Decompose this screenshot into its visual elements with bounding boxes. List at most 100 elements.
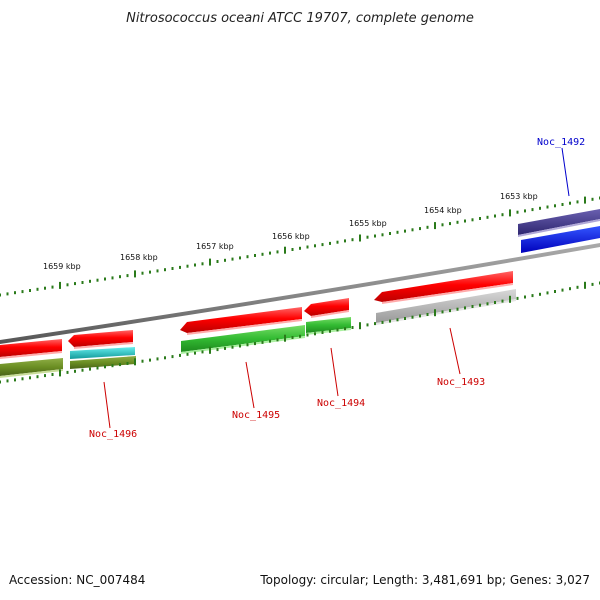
feature-blue-noc1492[interactable] — [521, 226, 600, 253]
scale-dot — [141, 271, 144, 275]
scale-dot — [441, 310, 444, 314]
scale-dot — [381, 233, 384, 237]
scale-dot — [561, 288, 564, 292]
scale-dot — [396, 230, 399, 234]
scale-dot — [126, 274, 129, 278]
scale-dot — [119, 275, 121, 279]
scale-dot — [299, 334, 301, 338]
scale-dot — [546, 291, 549, 295]
scale-label-1655: 1655 kbp — [349, 219, 387, 228]
scale-dot — [89, 367, 91, 371]
scale-dot — [44, 374, 46, 378]
feature-olive-left-edge[interactable] — [0, 358, 63, 378]
label-leaders — [103, 147, 570, 429]
cds-noc1496[interactable] — [68, 330, 133, 349]
scale-tick — [59, 369, 61, 377]
scale-tick — [59, 281, 61, 289]
scale-dot — [231, 257, 234, 261]
scale-dot — [96, 278, 99, 282]
scale-dot — [419, 227, 421, 231]
scale-tick — [584, 196, 586, 204]
scale-dot — [314, 244, 316, 248]
scale-dot — [351, 238, 354, 242]
scale-dot — [479, 303, 481, 307]
scale-dot — [126, 362, 129, 365]
scale-tick — [134, 270, 136, 278]
scale-tick — [284, 246, 286, 254]
scale-dot — [44, 286, 46, 290]
scale-dot — [494, 301, 496, 304]
cds-left-edge[interactable] — [0, 339, 62, 359]
scale-dot — [456, 220, 459, 224]
gene-label-noc1494: Noc_1494 — [317, 398, 365, 409]
scale-dot — [396, 318, 399, 322]
scale-dot — [66, 283, 69, 287]
scale-label-1658: 1658 kbp — [120, 253, 158, 262]
cds-noc1494[interactable] — [304, 298, 349, 318]
scale-dot — [0, 380, 1, 384]
scale-dot — [6, 292, 9, 296]
scale-dot — [486, 215, 489, 219]
scale-dot — [366, 235, 369, 239]
scale-dot — [336, 328, 339, 332]
scale-dot — [404, 229, 406, 233]
feature-navy-noc1492[interactable] — [518, 209, 600, 237]
leader-noc1494 — [330, 347, 339, 397]
scale-dot — [119, 363, 121, 367]
scale-dot — [464, 306, 466, 310]
feature-green-noc1494[interactable] — [306, 317, 351, 335]
feature-olive-noc1496[interactable] — [70, 356, 136, 369]
scale-tick — [134, 358, 136, 366]
scale-dot — [21, 290, 24, 294]
gene-label-noc1492: Noc_1492 — [537, 137, 585, 148]
scale-dot — [66, 370, 69, 374]
scale-dot — [186, 264, 189, 268]
feature-green-noc1495[interactable] — [181, 325, 305, 354]
scale-dot — [516, 296, 519, 300]
scale-dot — [591, 197, 594, 201]
scale-dot — [6, 379, 9, 383]
scale-dot — [239, 344, 241, 348]
cds-noc1495[interactable] — [180, 307, 302, 335]
cds-noc1493[interactable] — [374, 271, 513, 304]
feature-cyan-noc1496[interactable] — [70, 347, 135, 359]
scale-dot — [389, 232, 391, 235]
gene-label-noc1493: Noc_1493 — [437, 377, 485, 388]
scale-dot — [449, 309, 451, 313]
scale-dot — [231, 345, 234, 349]
scale-dot — [576, 285, 579, 289]
scale-dot — [389, 319, 391, 323]
scale-dot — [156, 269, 159, 273]
scale-dot — [404, 317, 406, 320]
scale-dot — [216, 348, 219, 352]
scale-dot — [381, 320, 384, 324]
scale-dot — [261, 252, 264, 256]
scale-dot — [501, 299, 504, 303]
scale-dot — [81, 281, 84, 284]
scale-dot — [269, 339, 271, 343]
scale-dot — [576, 200, 579, 204]
scale-dot — [539, 292, 541, 296]
scale-tick — [434, 309, 436, 317]
scale-dot — [329, 241, 331, 245]
scale-dot — [179, 353, 181, 357]
scale-dot — [216, 260, 219, 263]
scale-dot — [366, 323, 369, 327]
scale-dot — [344, 239, 346, 243]
scale-dot — [171, 267, 174, 270]
leader-noc1493 — [449, 327, 461, 375]
scale-dot — [239, 256, 241, 260]
scale-dot — [471, 218, 474, 222]
scale-dot — [194, 351, 196, 355]
scale-dot — [531, 208, 534, 212]
scale-dot — [51, 373, 54, 376]
scale-dot — [306, 333, 309, 337]
scale-dot — [29, 289, 31, 292]
scale-dot — [14, 291, 16, 295]
genome-backbone — [0, 243, 600, 344]
scale-dot — [186, 352, 189, 356]
scale-dot — [291, 248, 294, 251]
leader-noc1495 — [245, 361, 255, 409]
outer-scale-ticks — [59, 196, 586, 289]
